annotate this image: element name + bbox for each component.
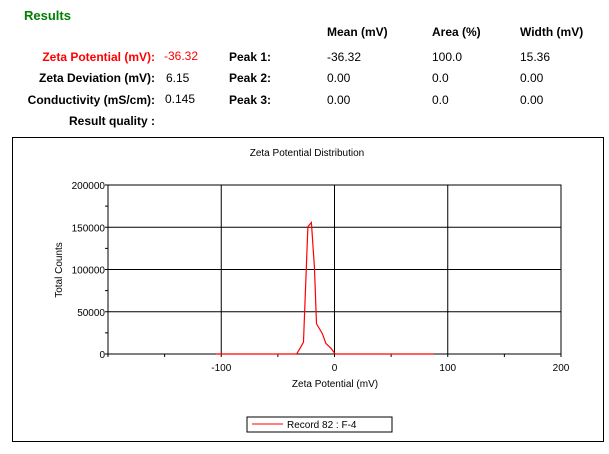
x-tick-label: 200: [553, 363, 570, 374]
peak-1-area: 100.0: [432, 50, 463, 64]
chart-title: Zeta Potential Distribution: [250, 148, 365, 159]
peak-2-width: 0.00: [520, 71, 544, 85]
x-axis-label: Zeta Potential (mV): [292, 379, 378, 390]
peak-1-label: Peak 1:: [228, 50, 271, 64]
peak-3-width: 0.00: [520, 93, 544, 107]
col-width-header: Width (mV): [520, 25, 584, 39]
peak-3-label: Peak 3:: [228, 93, 271, 107]
x-tick-label: -100: [211, 363, 231, 374]
x-tick-label: 100: [439, 363, 456, 374]
y-tick-label: 150000: [72, 223, 106, 234]
peak-1-mean: -36.32: [327, 50, 362, 64]
y-tick-label: 50000: [77, 308, 105, 319]
legend-label: Record 82 : F-4: [287, 420, 357, 431]
peak-2-mean: 0.00: [327, 71, 351, 85]
y-tick-label: 200000: [72, 181, 106, 192]
result-quality-label: Result quality :: [68, 114, 155, 128]
conductivity-value: 0.145: [165, 92, 196, 106]
zeta-deviation-value: 6.15: [166, 71, 190, 85]
col-mean-header: Mean (mV): [327, 25, 388, 39]
results-title: Results: [24, 8, 71, 23]
peak-2-label: Peak 2:: [228, 71, 271, 85]
peak-2-area: 0.0: [432, 71, 449, 85]
peak-1-width: 15.36: [520, 50, 551, 64]
conductivity-label: Conductivity (mS/cm):: [27, 93, 155, 107]
chart-frame: [12, 137, 604, 442]
peak-3-mean: 0.00: [327, 93, 351, 107]
x-tick-label: 0: [332, 363, 338, 374]
y-axis-label: Total Counts: [54, 242, 65, 298]
col-area-header: Area (%): [432, 25, 481, 39]
series-line: [216, 220, 434, 355]
legend-box: [246, 416, 393, 433]
y-tick-label: 0: [99, 350, 105, 361]
y-tick-label: 100000: [72, 266, 106, 277]
zeta-potential-value: -36.32: [164, 49, 199, 63]
peak-3-area: 0.0: [432, 93, 449, 107]
zeta-potential-label: Zeta Potential (mV):: [42, 50, 155, 64]
zeta-deviation-label: Zeta Deviation (mV):: [38, 71, 155, 85]
